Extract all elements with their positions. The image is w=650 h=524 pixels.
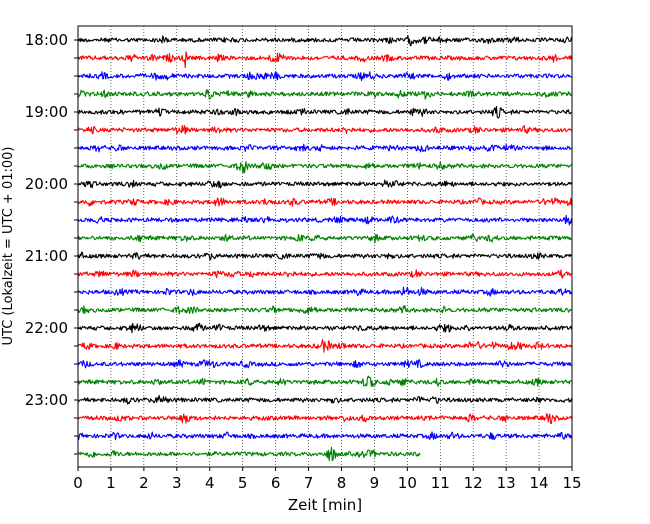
seismogram-trace — [77, 286, 573, 297]
x-tick-label: 6 — [271, 474, 281, 492]
plot-frame — [77, 25, 573, 468]
seismogram-trace — [77, 412, 573, 425]
seismogram-trace — [77, 143, 572, 153]
x-tick-label: 9 — [370, 474, 380, 492]
seismogram-trace — [77, 51, 573, 69]
y-tick-label: 21:00 — [25, 247, 68, 265]
seismogram-trace — [77, 161, 572, 174]
x-tick-label: 4 — [205, 474, 215, 492]
seismogram-trace — [77, 124, 573, 135]
seismogram-trace — [77, 71, 572, 82]
x-tick-label: 11 — [431, 474, 450, 492]
x-tick-label: 5 — [238, 474, 248, 492]
x-tick-label: 14 — [530, 474, 549, 492]
seismogram-trace — [77, 394, 573, 405]
x-tick-label: 13 — [497, 474, 516, 492]
seismogram-trace — [77, 35, 573, 47]
seismogram-trace — [77, 446, 421, 462]
x-tick-label: 15 — [562, 474, 581, 492]
x-tick-label: 10 — [398, 474, 417, 492]
axis-layer: 0 1 2 3 4 5 6 7 8 9 10 11 12 13 14 1518:0019:0020:0021:… — [25, 31, 582, 492]
seismogram-trace — [77, 359, 572, 369]
x-tick-label: 7 — [304, 474, 314, 492]
x-tick-label: 2 — [139, 474, 149, 492]
x-axis-label: Zeit [min] — [288, 496, 362, 514]
y-axis-label: UTC (Lokalzeit = UTC + 01:00) — [1, 147, 16, 346]
y-tick-label: 18:00 — [25, 31, 68, 49]
y-tick-label: 19:00 — [25, 103, 68, 121]
x-tick-label: 12 — [464, 474, 483, 492]
seismogram-trace — [77, 105, 572, 119]
seismogram-trace — [77, 305, 572, 315]
seismogram-trace — [77, 322, 573, 334]
seismogram-trace — [77, 431, 573, 441]
seismogram-trace — [77, 179, 572, 189]
y-tick-label: 22:00 — [25, 319, 68, 337]
seismogram-trace — [77, 89, 572, 100]
x-tick-label: 3 — [172, 474, 182, 492]
seismogram-trace — [77, 339, 573, 353]
seismogram-trace — [77, 251, 572, 261]
x-tick-label: 0 — [73, 474, 83, 492]
y-tick-label: 20:00 — [25, 175, 68, 193]
seismogram-trace — [77, 269, 572, 279]
seismogram-trace — [77, 375, 572, 388]
trace-layer — [77, 35, 573, 462]
x-tick-label: 1 — [106, 474, 116, 492]
seismogram-trace — [77, 233, 572, 244]
y-tick-label: 23:00 — [25, 391, 68, 409]
seismogram-trace — [77, 214, 573, 226]
x-tick-label: 8 — [337, 474, 347, 492]
seismogram-trace — [77, 197, 573, 207]
